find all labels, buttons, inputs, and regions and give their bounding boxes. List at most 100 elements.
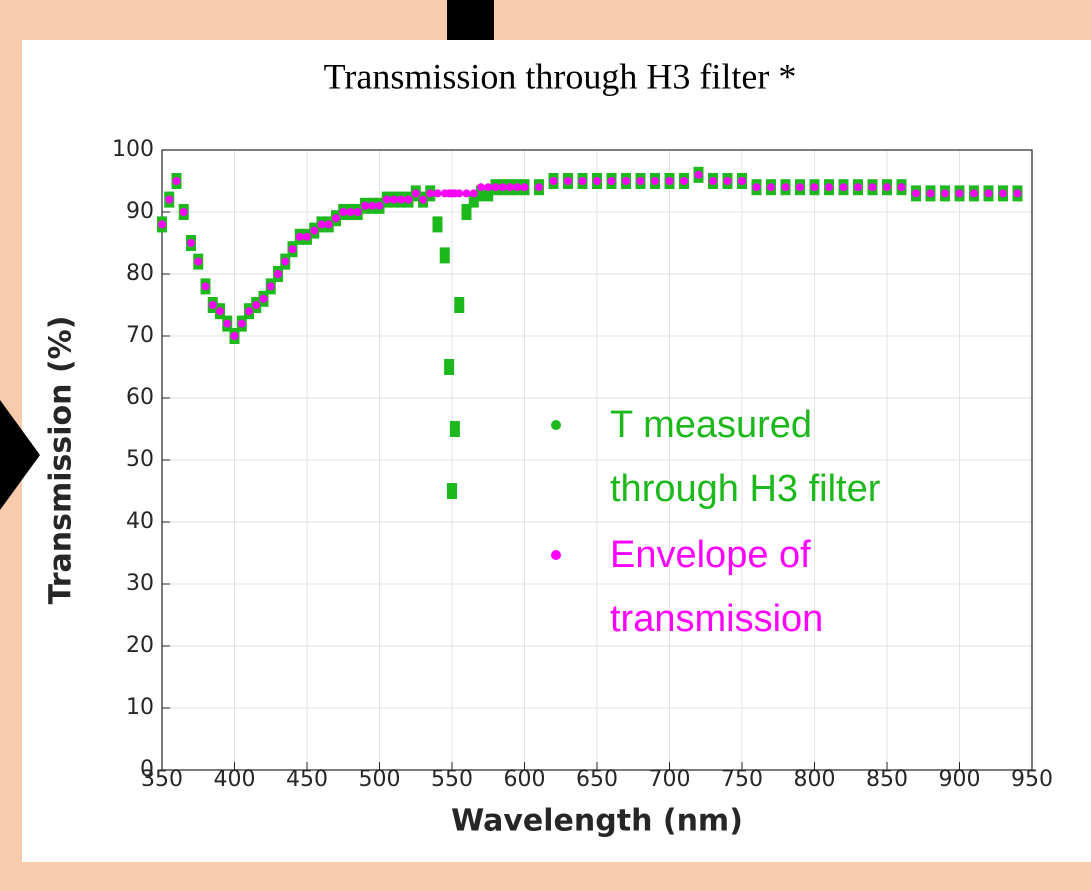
x-tick-label: 500 — [359, 767, 401, 792]
point — [868, 183, 877, 192]
point — [680, 177, 688, 185]
point — [549, 177, 558, 185]
point — [752, 183, 761, 192]
point — [303, 232, 311, 241]
point — [1013, 189, 1022, 198]
point — [397, 195, 406, 204]
point — [897, 183, 906, 192]
point — [361, 201, 369, 210]
x-tick-label: 750 — [721, 767, 763, 792]
point — [288, 245, 297, 254]
point — [158, 220, 166, 229]
point — [332, 214, 340, 223]
point — [825, 183, 833, 192]
point — [295, 232, 304, 241]
black-square — [447, 0, 494, 40]
point — [564, 177, 572, 185]
point — [461, 204, 472, 220]
point — [281, 257, 290, 266]
point — [447, 483, 457, 499]
point — [310, 226, 319, 235]
y-tick-label: 40 — [126, 509, 154, 534]
point — [223, 319, 232, 328]
point — [165, 195, 174, 204]
legend-bullet — [551, 550, 561, 560]
x-tick-label: 800 — [794, 767, 836, 792]
point — [622, 177, 630, 185]
axes-box — [161, 149, 1033, 771]
legend-bullet — [551, 420, 561, 430]
point — [476, 185, 486, 202]
point — [208, 301, 217, 309]
point — [419, 195, 427, 204]
point — [491, 183, 500, 192]
point — [912, 189, 920, 198]
point — [796, 183, 804, 192]
x-tick-label: 450 — [286, 767, 328, 792]
point — [738, 177, 746, 185]
point — [455, 189, 464, 198]
x-axis-label: Wavelength (nm) — [451, 804, 743, 839]
point — [439, 247, 450, 264]
point — [433, 189, 442, 198]
point — [324, 220, 333, 229]
point — [636, 177, 645, 185]
point — [468, 191, 479, 208]
point — [767, 183, 775, 192]
x-tick-label: 400 — [214, 767, 256, 792]
point — [723, 177, 732, 185]
x-tick-label: 950 — [1011, 767, 1053, 792]
x-tick-label: 900 — [939, 767, 981, 792]
point — [970, 189, 978, 198]
point — [477, 183, 485, 192]
point — [432, 216, 443, 233]
y-tick-label: 80 — [126, 261, 154, 286]
legend-entry: Envelope of transmission — [610, 534, 824, 640]
point — [259, 294, 268, 303]
point — [216, 307, 224, 316]
y-tick-label: 60 — [126, 385, 154, 410]
point — [237, 319, 246, 328]
point — [411, 189, 420, 198]
point — [187, 239, 195, 247]
point — [375, 201, 384, 210]
point — [810, 183, 819, 192]
point — [484, 183, 493, 192]
y-tick-label: 70 — [126, 323, 154, 348]
y-tick-label: 50 — [126, 447, 154, 472]
x-tick-label: 650 — [576, 767, 618, 792]
y-tick-label: 100 — [112, 137, 154, 162]
point — [506, 183, 514, 192]
point — [955, 189, 964, 198]
point — [179, 208, 188, 216]
y-tick-label: 20 — [126, 633, 154, 658]
point — [469, 189, 478, 198]
point — [709, 177, 717, 185]
point — [926, 189, 935, 198]
x-tick-label: 700 — [649, 767, 691, 792]
point — [201, 282, 210, 291]
point — [854, 183, 862, 192]
point — [230, 332, 239, 340]
point — [444, 359, 455, 375]
point — [665, 177, 674, 185]
point — [984, 189, 993, 198]
plot-area: 0 10 20 30 40 50 60 70 80 90 100 350 400 450 500 550 600… — [112, 137, 1053, 792]
y-tick-label: 30 — [126, 571, 154, 596]
point — [578, 177, 587, 185]
point — [353, 208, 362, 216]
point — [498, 183, 507, 192]
point — [449, 421, 460, 437]
y-axis-label: Transmission (%) — [44, 316, 79, 605]
point — [274, 270, 282, 278]
point — [607, 177, 616, 185]
point — [390, 195, 398, 204]
point — [172, 177, 181, 185]
y-tick-label: 0 — [140, 757, 154, 782]
point — [368, 201, 377, 210]
point — [781, 183, 790, 192]
legend-entry: T measured through H3 filter — [610, 404, 881, 510]
point — [382, 195, 391, 204]
